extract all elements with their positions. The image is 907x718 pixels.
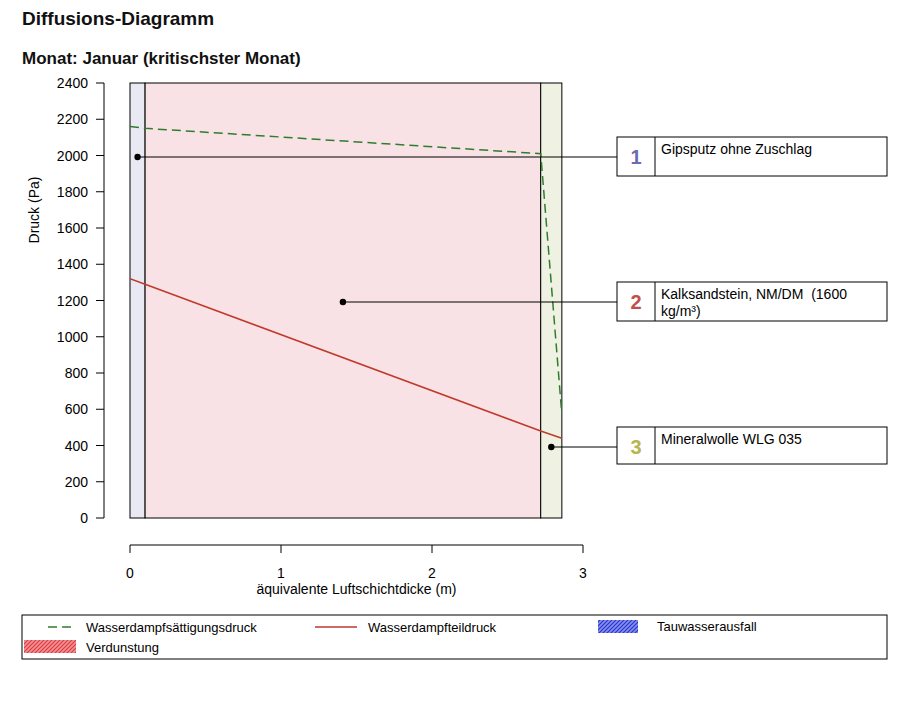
y-tick-label: 1200	[57, 293, 88, 309]
layer-name-line: Gipsputz ohne Zuschlag	[661, 141, 812, 157]
y-tick-label: 1400	[57, 256, 88, 272]
x-tick-label: 3	[579, 565, 587, 581]
layer	[130, 83, 145, 518]
legend-label: Wasserdampfteildruck	[368, 620, 497, 635]
x-tick	[583, 545, 584, 553]
x-label: äquivalente Luftschichtdicke (m)	[257, 581, 457, 597]
chart: Diffusions-Diagramm Monat: Januar (kritis…	[0, 0, 907, 718]
y-tick-label: 2200	[57, 111, 88, 127]
callout-line	[343, 302, 617, 303]
layer-number: 3	[630, 436, 641, 458]
y-tick-label: 800	[65, 365, 89, 381]
legend-swatch	[598, 620, 638, 633]
x-tick-label: 1	[277, 565, 285, 581]
legend-box	[22, 615, 887, 659]
callout-box	[617, 137, 887, 176]
x-tick-label: 2	[428, 565, 436, 581]
series-line	[130, 279, 562, 439]
y-tick	[96, 373, 104, 374]
y-tick	[96, 155, 104, 156]
x-tick	[432, 545, 433, 553]
y-tick	[96, 445, 104, 446]
legend-label: Wasserdampfsättigungsdruck	[86, 620, 257, 635]
callout-divider	[655, 282, 656, 321]
x-tick	[281, 545, 282, 553]
y-tick-label: 1800	[57, 184, 88, 200]
legend-label: Verdunstung	[86, 640, 159, 655]
y-tick	[96, 481, 104, 482]
y-tick	[96, 264, 104, 265]
layer-name: Kalksandstein, NM/DM (1600kg/m³)	[661, 286, 847, 319]
callout-box	[617, 427, 887, 464]
y-tick	[96, 191, 104, 192]
layer-name: Gipsputz ohne Zuschlag	[661, 141, 812, 157]
legend-label: Tauwasserausfall	[657, 619, 757, 634]
layer-number: 2	[630, 291, 641, 313]
y-tick	[96, 83, 104, 84]
legend-swatch	[24, 640, 76, 653]
layer-number: 1	[630, 146, 641, 168]
layer-name: Mineralwolle WLG 035	[661, 431, 802, 447]
callout-box	[617, 282, 887, 321]
legend-line	[315, 626, 357, 628]
series-line	[130, 127, 562, 415]
y-tick-label: 2000	[57, 148, 88, 164]
callout-dot	[548, 444, 554, 450]
layer	[145, 83, 541, 518]
callout-divider	[655, 137, 656, 176]
y-tick	[96, 409, 104, 410]
layer	[541, 83, 562, 518]
y-tick	[96, 336, 104, 337]
y-tick-label: 0	[80, 510, 88, 526]
y-tick	[96, 119, 104, 120]
y-tick-label: 200	[65, 474, 89, 490]
legend-line	[48, 626, 76, 628]
x-tick	[130, 545, 131, 553]
subtitle: Monat: Januar (kritischster Monat)	[22, 49, 301, 68]
title: Diffusions-Diagramm	[22, 8, 214, 29]
y-tick	[96, 518, 104, 519]
callout-line	[138, 157, 617, 158]
layer-name-line: Kalksandstein, NM/DM (1600	[661, 286, 847, 302]
callout-dot	[340, 299, 346, 305]
x-axis	[130, 545, 583, 546]
y-tick-label: 600	[65, 401, 89, 417]
callout-line	[551, 447, 617, 448]
y-tick-label: 1600	[57, 220, 88, 236]
y-tick	[96, 228, 104, 229]
y-tick-label: 1000	[57, 329, 88, 345]
layer-name-line: kg/m³)	[661, 303, 701, 319]
y-label: Druck (Pa)	[26, 177, 42, 244]
series-group	[130, 127, 562, 439]
callout-dot	[134, 154, 140, 160]
y-tick-label: 2400	[57, 75, 88, 91]
layer-name-line: Mineralwolle WLG 035	[661, 431, 802, 447]
y-tick	[96, 300, 104, 301]
y-tick-label: 400	[65, 438, 89, 454]
callout-divider	[655, 427, 656, 464]
x-tick-label: 0	[126, 565, 134, 581]
